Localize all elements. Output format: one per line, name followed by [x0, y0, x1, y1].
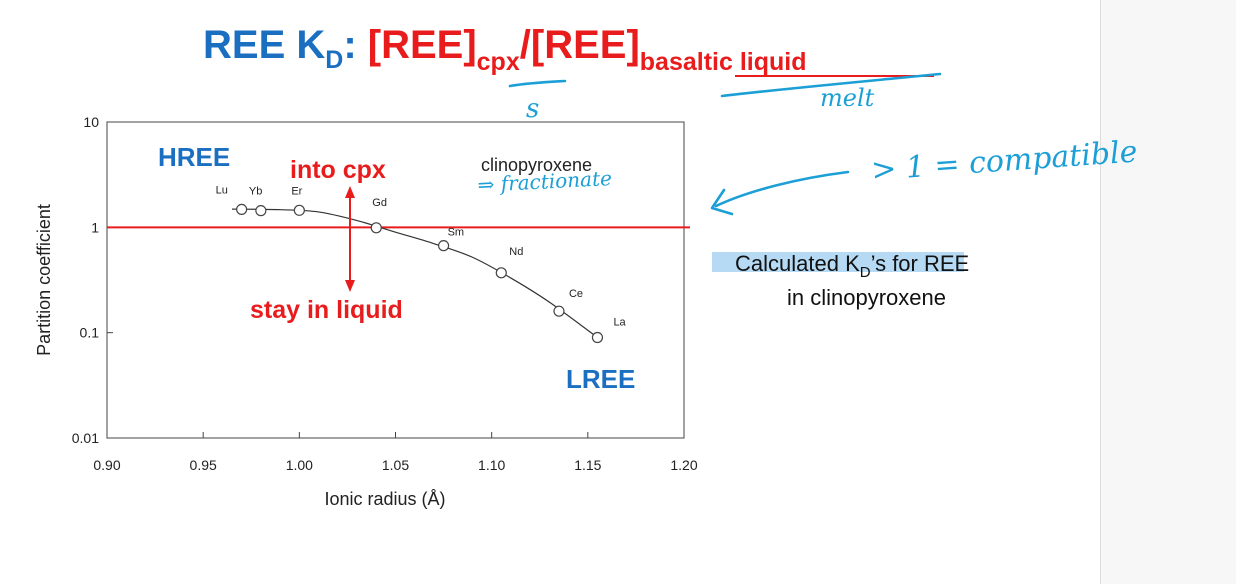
point-label-la: La: [613, 316, 626, 328]
ink-underline-cpx: [508, 79, 567, 88]
y-tick-label: 1: [91, 219, 99, 235]
mineral-label: clinopyroxene: [481, 155, 592, 175]
x-axis-label: Ionic radius (Å): [324, 489, 445, 509]
highlight-stroke: [712, 252, 964, 272]
double-arrow: [345, 186, 355, 292]
x-tick-label: 0.95: [190, 457, 217, 473]
x-tick-label: 1.20: [670, 457, 697, 473]
y-axis: 10 1 0.1 0.01: [72, 114, 113, 446]
stay-in-liquid-label: stay in liquid: [250, 296, 403, 324]
data-points: Lu Yb Er Gd Sm Nd Ce La: [216, 184, 627, 344]
data-point-la: [591, 331, 604, 344]
ink-arrow-head: [710, 188, 734, 216]
y-tick-label: 0.1: [80, 325, 100, 341]
lree-label: LREE: [566, 364, 635, 394]
note-line-1: Calculated KD’s for REE: [735, 251, 969, 281]
ink-underline-liquid: [720, 72, 942, 98]
x-tick-label: 1.05: [382, 457, 409, 473]
ink-cpx-s: s: [526, 94, 539, 124]
ink-arrow-to-line: [714, 170, 850, 208]
ink-melt: melt: [820, 84, 875, 112]
point-label-sm: Sm: [448, 227, 465, 239]
y-tick-label: 10: [83, 114, 99, 130]
point-label-gd: Gd: [372, 197, 387, 209]
y-tick-label: 0.01: [72, 430, 99, 446]
point-label-er: Er: [291, 185, 302, 197]
data-point-yb: [255, 205, 267, 217]
x-axis: 0.90 0.95 1.00 1.05 1.10 1.15 1.20: [93, 432, 698, 473]
y-axis-label: Partition coefficient: [34, 204, 54, 356]
data-point-ce: [553, 305, 565, 317]
data-point-sm: [437, 240, 450, 252]
x-tick-label: 1.00: [286, 457, 313, 473]
note-line-2: in clinopyroxene: [787, 285, 946, 310]
data-point-lu: [236, 203, 248, 215]
ink-compatible: > 1 = compatible: [870, 134, 1138, 188]
point-label-nd: Nd: [509, 246, 523, 258]
x-tick-label: 0.90: [93, 457, 120, 473]
slide-title: REE KD: [REE]cpx/[REE]basaltic liquid: [203, 23, 806, 76]
side-panel: [1100, 0, 1236, 584]
x-tick-label: 1.15: [574, 457, 601, 473]
point-label-lu: Lu: [216, 184, 228, 196]
data-point-er: [293, 204, 305, 216]
point-label-yb: Yb: [249, 186, 262, 198]
hree-label: HREE: [158, 142, 230, 172]
point-label-ce: Ce: [569, 288, 583, 300]
data-point-gd: [370, 222, 382, 234]
into-cpx-label: into cpx: [290, 156, 386, 184]
x-tick-label: 1.10: [478, 457, 505, 473]
data-point-nd: [495, 267, 507, 279]
